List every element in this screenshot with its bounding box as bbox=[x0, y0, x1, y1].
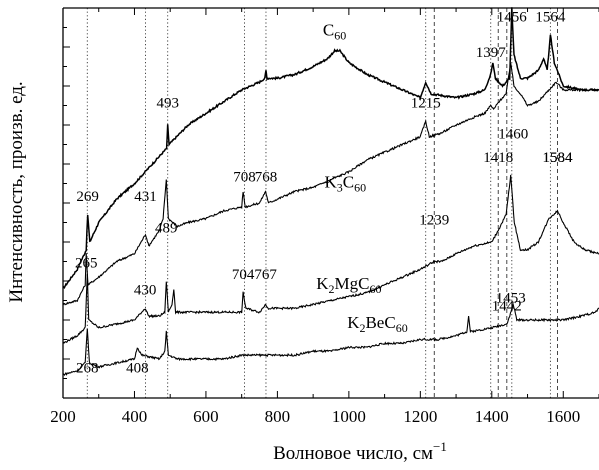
series-labels: C60 K3C60 K2MgC60 K2BeC60 bbox=[316, 20, 408, 335]
peak-label-1460: 1460 bbox=[498, 127, 528, 143]
peak-label-489: 489 bbox=[155, 220, 178, 236]
reference-lines bbox=[86, 8, 558, 398]
x-tick-label: 1000 bbox=[332, 407, 366, 426]
x-tick-label: 1600 bbox=[546, 407, 580, 426]
series-label-1: K3C60 bbox=[324, 172, 366, 194]
peak-label-1584: 1584 bbox=[543, 150, 574, 166]
peak-label-268: 268 bbox=[76, 361, 99, 377]
peak-label-1584: 1584 bbox=[543, 150, 574, 166]
x-tick-label: 400 bbox=[122, 407, 148, 426]
peak-label-431: 431 bbox=[134, 189, 157, 205]
peak-label-708: 708 bbox=[233, 170, 256, 186]
peak-label-493: 493 bbox=[156, 95, 179, 111]
series-line-2 bbox=[62, 174, 599, 344]
x-tick-label: 600 bbox=[193, 407, 219, 426]
peak-label-1564: 1564 bbox=[535, 10, 566, 26]
series-label-0: C60 bbox=[323, 20, 346, 42]
peak-label-1397: 1397 bbox=[476, 45, 507, 61]
series-label-2: K2MgC60 bbox=[316, 274, 381, 296]
x-axis-title: Волновое число, см−1 bbox=[273, 439, 447, 464]
peak-label-704: 704 bbox=[232, 267, 255, 283]
series-label-3: K2BeC60 bbox=[347, 313, 408, 335]
x-tick-label: 800 bbox=[265, 407, 291, 426]
x-tick-label: 1200 bbox=[403, 407, 437, 426]
peak-label-269: 269 bbox=[76, 189, 99, 205]
series-line-1 bbox=[62, 63, 599, 306]
peak-label-1456: 1456 bbox=[497, 10, 528, 26]
x-tick-label: 1400 bbox=[475, 407, 509, 426]
y-axis-ticks bbox=[63, 7, 70, 399]
x-axis-ticks: 200 400 600 800 1000 1200 1400 1600 bbox=[50, 8, 599, 426]
peak-label-430: 430 bbox=[134, 283, 157, 299]
peak-label-1442: 1442 bbox=[492, 298, 522, 314]
peak-label-767: 767 bbox=[254, 267, 277, 283]
peak-label-265: 265 bbox=[75, 255, 98, 271]
spectra-curves bbox=[62, 7, 599, 377]
peak-label-1215: 1215 bbox=[411, 95, 441, 111]
series-line-0 bbox=[62, 7, 599, 290]
peak-label-408: 408 bbox=[126, 361, 149, 377]
peak-label-1453: 1453 bbox=[496, 290, 526, 306]
y-axis-title: Интенсивность, произв. ед. bbox=[6, 81, 27, 302]
peak-label-1239: 1239 bbox=[419, 212, 449, 228]
peak-label-768: 768 bbox=[255, 170, 278, 186]
peak-label-1418: 1418 bbox=[483, 150, 513, 166]
series-line-3 bbox=[62, 302, 599, 377]
x-tick-label: 200 bbox=[50, 407, 76, 426]
